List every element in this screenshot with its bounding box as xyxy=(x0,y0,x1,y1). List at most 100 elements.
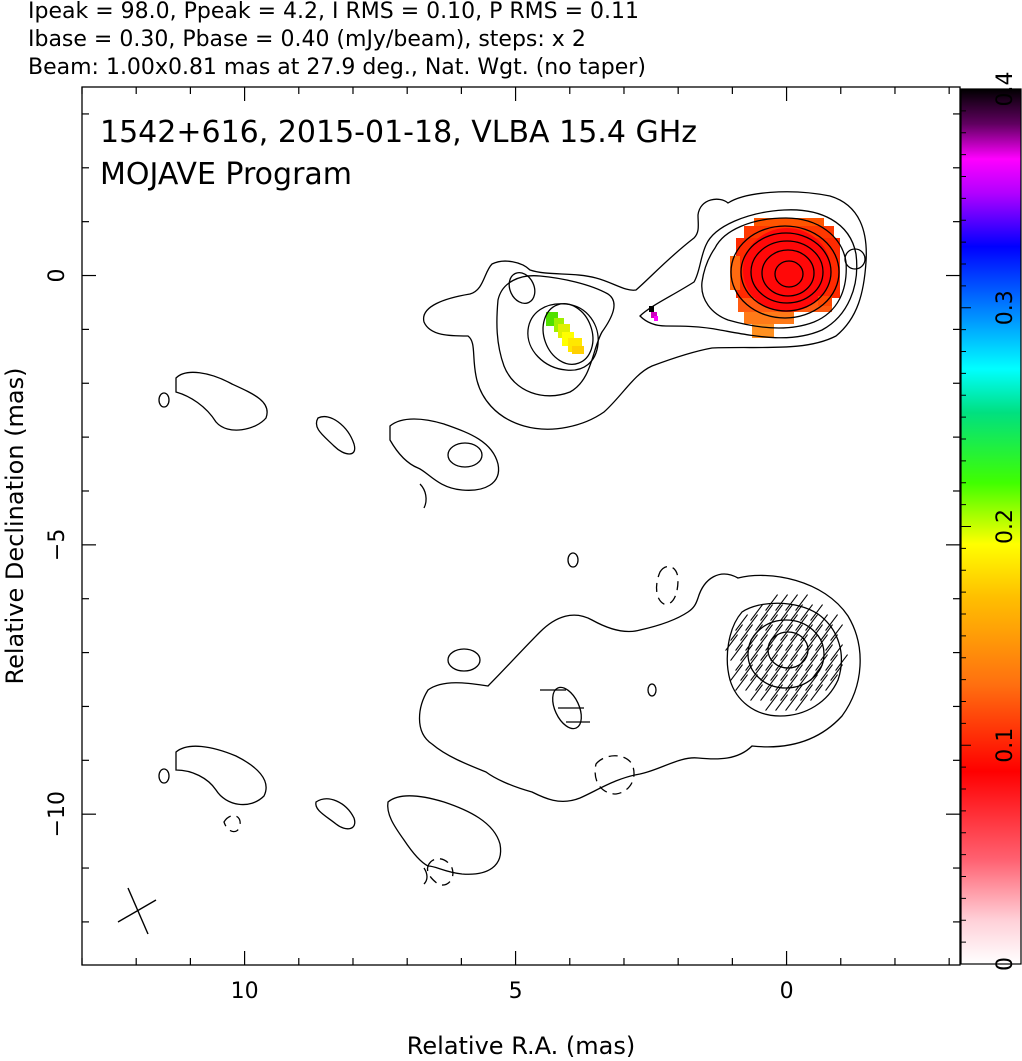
evpa-tick xyxy=(810,624,824,641)
evpa-tick xyxy=(765,614,779,631)
evpa-tick xyxy=(740,644,754,661)
evpa-tick xyxy=(785,594,799,611)
evpa-tick xyxy=(790,684,804,701)
polarization-color-overlay xyxy=(546,218,840,354)
evpa-vectors xyxy=(725,594,849,711)
evpa-tick xyxy=(820,644,834,661)
evpa-tick xyxy=(790,664,804,681)
evpa-tick xyxy=(810,644,824,661)
colorbar-labels: 0 0.1 0.2 0.3 0.4 xyxy=(961,72,1018,971)
evpa-tick xyxy=(775,654,789,671)
colorbar-tick-label: 0 xyxy=(993,957,1018,971)
evpa-tick xyxy=(795,594,809,611)
evpa-tick xyxy=(770,684,784,701)
contour-8 xyxy=(774,260,804,288)
evpa-tick xyxy=(795,694,809,711)
evpa-tick xyxy=(790,644,804,661)
evpa-tick xyxy=(780,644,794,661)
evpa-tick xyxy=(805,674,819,691)
header-line-2: Ibase = 0.30, Pbase = 0.40 (mJy/beam), s… xyxy=(28,27,586,52)
contour-pol-left-1 xyxy=(175,745,267,806)
evpa-tick xyxy=(750,664,764,681)
contour-pol-small-1 xyxy=(567,552,579,568)
evpa-tick xyxy=(765,634,779,651)
evpa-tick xyxy=(765,694,779,711)
y-tick-labels: 0 −5 −10 xyxy=(45,269,70,838)
evpa-tick xyxy=(770,624,784,641)
evpa-tick xyxy=(760,624,774,641)
contour-2 xyxy=(639,209,858,339)
evpa-tick xyxy=(790,604,804,621)
evpa-tick xyxy=(835,654,849,671)
evpa-tick xyxy=(825,674,839,691)
evpa-tick xyxy=(805,614,819,631)
panel-title: 1542+616, 2015-01-18, VLBA 15.4 GHz xyxy=(100,115,697,150)
evpa-tick xyxy=(795,634,809,651)
contour-jet-d xyxy=(508,271,536,305)
evpa-tick xyxy=(785,614,799,631)
evpa-tick xyxy=(775,594,789,611)
contour-pol-small-3 xyxy=(647,683,657,697)
evpa-tick xyxy=(825,654,839,671)
evpa-tick xyxy=(800,664,814,681)
contour-pol-neg-2 xyxy=(594,755,635,795)
contour-5 xyxy=(740,232,832,312)
y-tick-label: −5 xyxy=(45,529,70,561)
evpa-tick xyxy=(765,654,779,671)
contour-jet-c xyxy=(542,303,594,365)
evpa-tick xyxy=(780,684,794,701)
evpa-tick xyxy=(760,644,774,661)
evpa-tick xyxy=(825,614,839,631)
evpa-tick xyxy=(785,634,799,651)
evpa-tick xyxy=(750,624,764,641)
x-tick-labels: 10 5 0 xyxy=(231,979,794,1004)
jet-color-patch xyxy=(546,312,584,354)
y-tick-label: 0 xyxy=(45,269,70,283)
evpa-tick xyxy=(755,674,769,691)
evpa-tick xyxy=(795,654,809,671)
evpa-tick xyxy=(830,664,844,681)
contour-pol-neg-3 xyxy=(223,815,241,833)
evpa-tick xyxy=(830,624,844,641)
evpa-tick xyxy=(830,644,844,661)
core-color-patch xyxy=(730,218,840,338)
evpa-tick xyxy=(750,604,764,621)
evpa-tick xyxy=(730,624,744,641)
evpa-tick xyxy=(805,654,819,671)
evpa-tick xyxy=(770,664,784,681)
frame-ticks xyxy=(81,87,960,965)
evpa-tick xyxy=(765,674,779,691)
evpa-tick xyxy=(745,654,759,671)
evpa-tick xyxy=(800,644,814,661)
evpa-tick xyxy=(745,674,759,691)
contour-left-1 xyxy=(175,371,268,431)
y-tick-label: −10 xyxy=(45,791,70,837)
evpa-tick xyxy=(815,614,829,631)
contour-jet-a xyxy=(496,275,615,397)
contour-pol-3 xyxy=(747,619,825,689)
evpa-tick xyxy=(750,644,764,661)
evpa-tick xyxy=(780,624,794,641)
contour-jet-b xyxy=(527,303,599,371)
contour-7 xyxy=(761,249,815,297)
contour-3 xyxy=(701,217,847,329)
evpa-tick xyxy=(785,674,799,691)
evpa-tick xyxy=(770,604,784,621)
contour-left-5 xyxy=(447,442,483,468)
x-tick-label: 10 xyxy=(231,979,259,1004)
panel-subtitle: MOJAVE Program xyxy=(100,157,352,192)
colorbar-tick-label: 0.3 xyxy=(993,290,1018,325)
evpa-tick xyxy=(810,664,824,681)
evpa-tick xyxy=(780,664,794,681)
contour-6 xyxy=(750,240,824,304)
evpa-tick xyxy=(770,644,784,661)
pixel-magenta-2 xyxy=(654,316,658,321)
contour-pol-neg-1 xyxy=(655,565,679,605)
contour-left-6 xyxy=(419,483,427,509)
contour-pol-left-5 xyxy=(423,867,428,885)
evpa-tick xyxy=(790,624,804,641)
evpa-tick xyxy=(795,674,809,691)
evpa-tick xyxy=(825,634,839,651)
contour-pol-small-2 xyxy=(447,648,481,672)
